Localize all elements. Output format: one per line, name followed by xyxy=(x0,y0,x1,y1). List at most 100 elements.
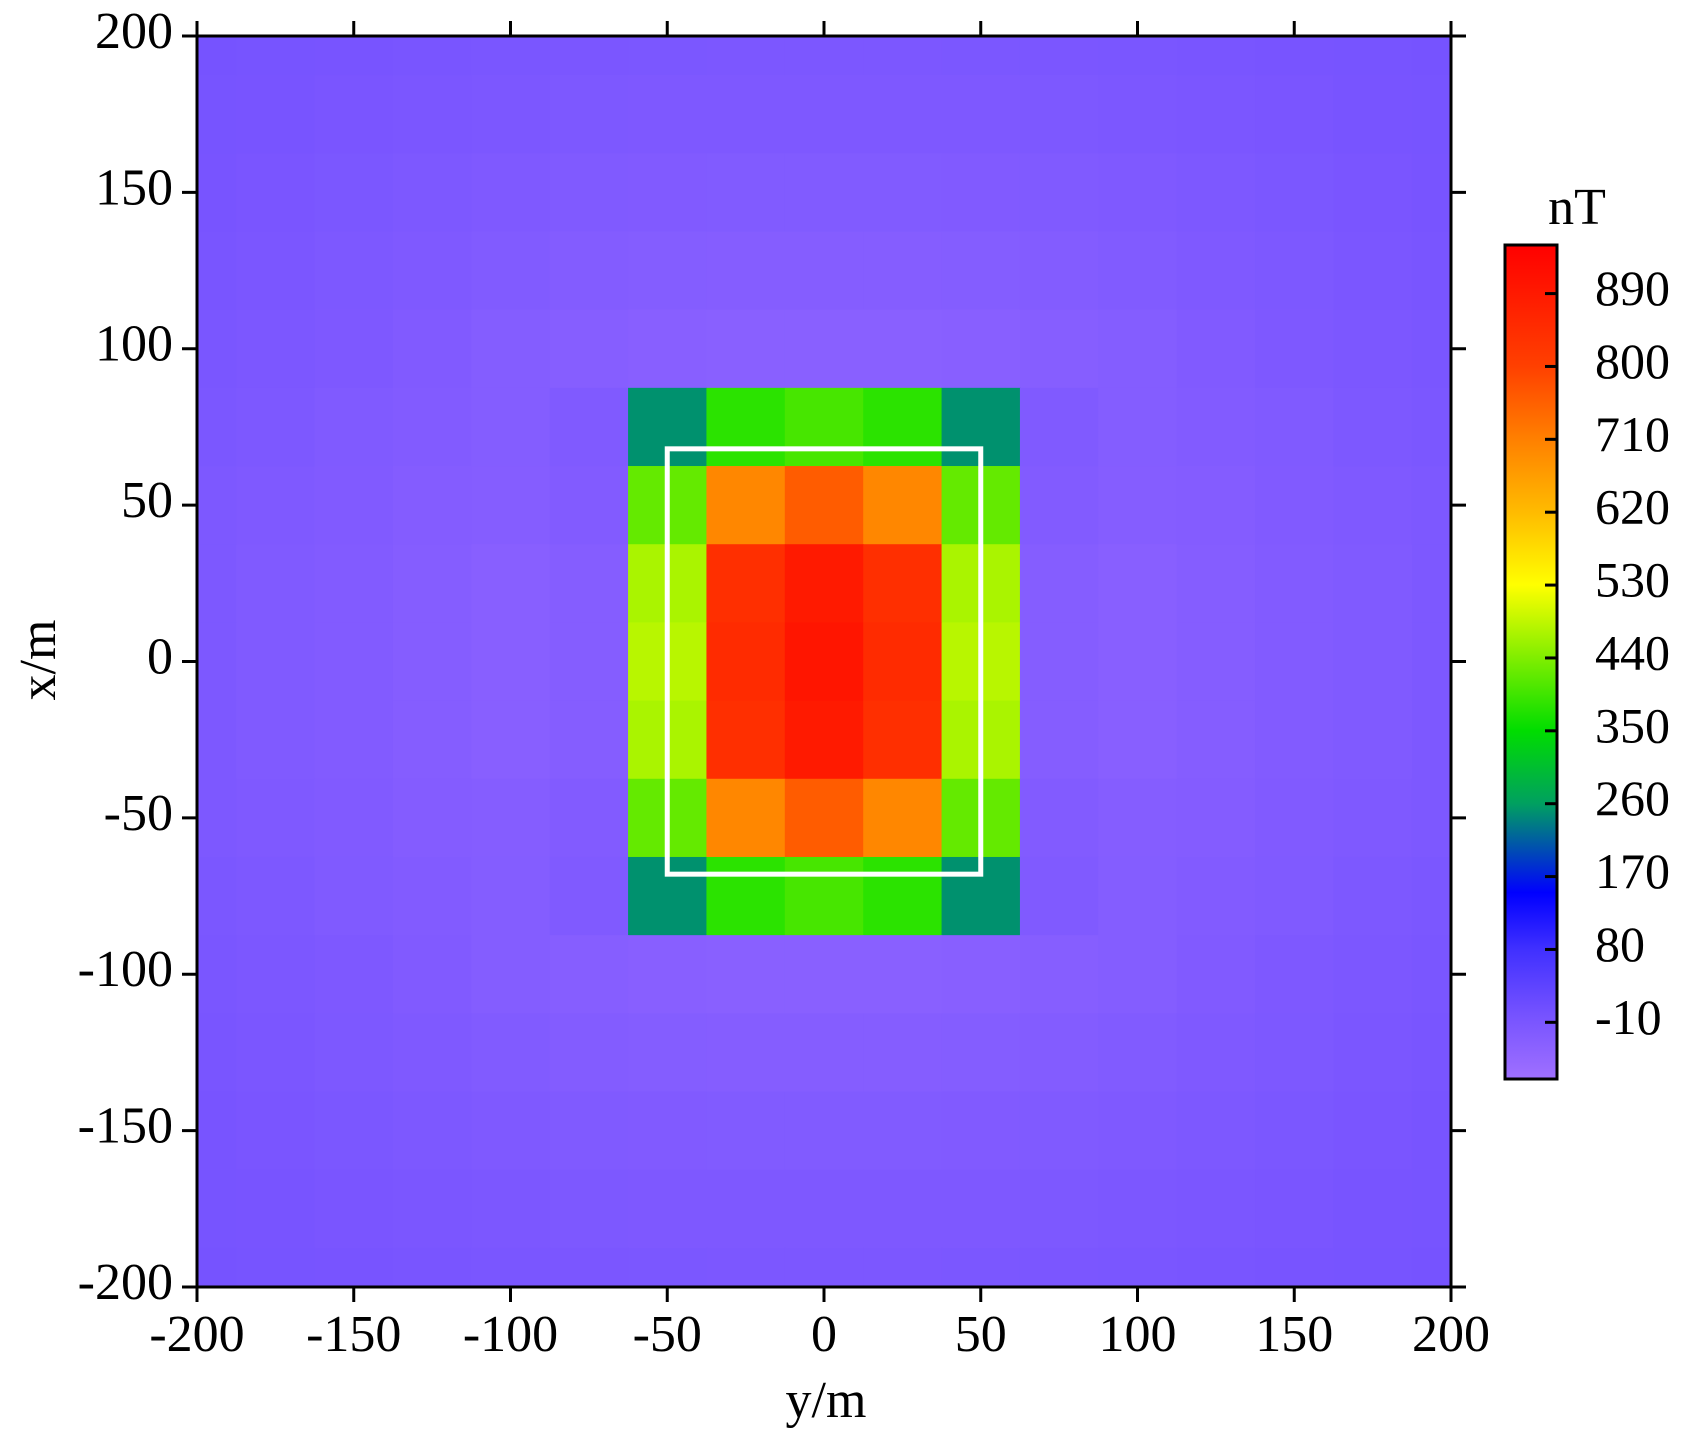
colorbar-tick-label: 350 xyxy=(1595,697,1670,753)
x-tick-label: 100 xyxy=(1099,1306,1177,1363)
heatmap-cell xyxy=(549,231,629,311)
heatmap-cell xyxy=(706,1169,786,1249)
heatmap-cell xyxy=(314,36,394,76)
heatmap-cell xyxy=(392,778,472,858)
heatmap-cell xyxy=(1411,1169,1451,1249)
heatmap-cell xyxy=(1255,387,1335,467)
heatmap-cell xyxy=(314,309,394,389)
heatmap-cell xyxy=(197,1091,237,1171)
heatmap-cell xyxy=(1411,36,1451,76)
heatmap-cell xyxy=(471,36,551,76)
heatmap-cell xyxy=(628,1169,708,1249)
heatmap-cell xyxy=(863,231,943,311)
heatmap-cell xyxy=(628,1247,708,1287)
heatmap-cell xyxy=(236,309,316,389)
heatmap-cell xyxy=(1333,544,1413,624)
heatmap-cell xyxy=(941,1247,1021,1287)
x-tick-label: 200 xyxy=(1412,1306,1490,1363)
colorbar-tick-label: 710 xyxy=(1595,406,1670,462)
heatmap-cell xyxy=(392,387,472,467)
heatmap-cell xyxy=(1333,153,1413,233)
heatmap-cell xyxy=(1019,778,1099,858)
heatmap-cell xyxy=(863,1169,943,1249)
heatmap-cell xyxy=(314,856,394,936)
heatmap-cell xyxy=(941,231,1021,311)
heatmap-cell xyxy=(1176,75,1256,154)
heatmap-cell xyxy=(549,1091,629,1171)
heatmap-cell xyxy=(1176,1013,1256,1093)
heatmap-cell xyxy=(1176,309,1256,389)
heatmap-cell xyxy=(236,622,316,702)
heatmap-cell xyxy=(1255,700,1335,780)
heatmap-cell xyxy=(1255,36,1335,76)
heatmap-cell xyxy=(392,1013,472,1093)
heatmap-cell xyxy=(236,778,316,858)
y-tick-label: -150 xyxy=(78,1098,173,1155)
heatmap-cell xyxy=(1333,231,1413,311)
heatmap-cell xyxy=(863,778,943,858)
heatmap-cell xyxy=(1411,778,1451,858)
heatmap-cell xyxy=(197,1169,237,1249)
heatmap-cell xyxy=(314,544,394,624)
heatmap-cell xyxy=(1411,1013,1451,1093)
heatmap-cell xyxy=(392,544,472,624)
heatmap-cell xyxy=(863,309,943,389)
heatmap-cell xyxy=(1333,387,1413,467)
heatmap-cell xyxy=(706,1013,786,1093)
heatmap-cell xyxy=(471,466,551,545)
heatmap-cell xyxy=(392,622,472,702)
heatmap-cell xyxy=(628,309,708,389)
heatmap-cell xyxy=(784,231,864,311)
heatmap-cell xyxy=(471,387,551,467)
y-tick-label: 200 xyxy=(95,3,173,60)
heatmap-cell xyxy=(314,700,394,780)
heatmap-cell xyxy=(1019,1091,1099,1171)
heatmap-cell xyxy=(1255,935,1335,1014)
heatmap-cell xyxy=(1255,1091,1335,1171)
heatmap-cell xyxy=(1098,856,1178,936)
heatmap-cell xyxy=(706,778,786,858)
heatmap-cell xyxy=(1019,231,1099,311)
colorbar-tick-label: 80 xyxy=(1595,916,1645,972)
heatmap-cell xyxy=(628,75,708,154)
heatmap-cell xyxy=(863,387,943,467)
heatmap-cell xyxy=(863,1013,943,1093)
heatmap-cell xyxy=(236,75,316,154)
colorbar-tick-label: 800 xyxy=(1595,333,1670,389)
heatmap-cell xyxy=(863,935,943,1014)
heatmap-cell xyxy=(1411,75,1451,154)
heatmap-cell xyxy=(471,231,551,311)
heatmap-cell xyxy=(1176,466,1256,545)
heatmap-cell xyxy=(1411,622,1451,702)
heatmap-cell xyxy=(1411,153,1451,233)
heatmap-cell xyxy=(1098,544,1178,624)
heatmap-cell xyxy=(628,1013,708,1093)
heatmap-cell xyxy=(197,387,237,467)
heatmap-cell xyxy=(1098,1169,1178,1249)
heatmap-cell xyxy=(941,36,1021,76)
heatmap-cell xyxy=(1098,387,1178,467)
heatmap-cell xyxy=(1411,309,1451,389)
heatmap-cell xyxy=(1333,622,1413,702)
colorbar-title: nT xyxy=(1548,179,1606,236)
heatmap-cell xyxy=(1098,1013,1178,1093)
heatmap xyxy=(197,36,1451,1287)
heatmap-cell xyxy=(1176,622,1256,702)
heatmap-cell xyxy=(628,935,708,1014)
heatmap-cell xyxy=(1019,309,1099,389)
heatmap-cell xyxy=(1255,1247,1335,1287)
heatmap-cell xyxy=(1019,1013,1099,1093)
heatmap-cell xyxy=(1255,778,1335,858)
heatmap-cell xyxy=(549,1013,629,1093)
heatmap-cell xyxy=(471,700,551,780)
x-tick-label: -200 xyxy=(149,1306,244,1363)
heatmap-cell xyxy=(706,544,786,624)
x-tick-label: 50 xyxy=(955,1306,1007,1363)
colorbar-tick-label: 440 xyxy=(1595,624,1670,680)
heatmap-cell xyxy=(236,231,316,311)
y-tick-label: 0 xyxy=(147,628,173,685)
heatmap-cell xyxy=(197,153,237,233)
heatmap-cell xyxy=(236,387,316,467)
heatmap-cell xyxy=(236,1013,316,1093)
